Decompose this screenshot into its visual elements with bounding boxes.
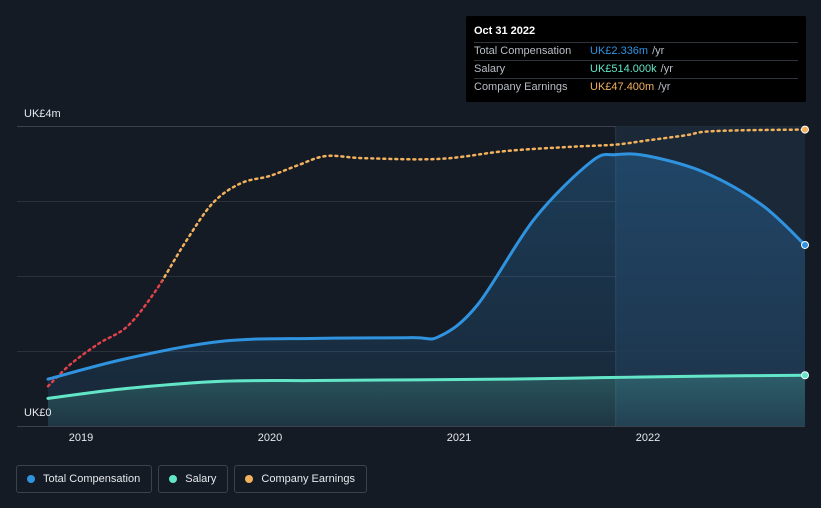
salary-end-point — [801, 371, 809, 380]
tooltip-row-unit: /yr — [652, 45, 665, 57]
tooltip-row-total-compensation: Total Compensation UK£2.336m /yr — [474, 43, 798, 61]
x-tick-label: 2021 — [446, 432, 472, 444]
legend-dot-icon — [27, 475, 35, 483]
total-compensation-area — [48, 153, 805, 426]
legend-label: Company Earnings — [261, 473, 355, 485]
company-earnings-end-point — [801, 125, 809, 134]
total-compensation-end-point — [801, 240, 809, 249]
series-end-points — [801, 125, 809, 380]
tooltip-row-company-earnings: Company Earnings UK£47.400m /yr — [474, 79, 798, 96]
legend-dot-icon — [245, 475, 254, 483]
salary-area — [48, 375, 805, 426]
series-lines — [46, 128, 807, 400]
tooltip-row-salary: Salary UK£514.000k /yr — [474, 61, 798, 79]
legend-label: Salary — [185, 473, 217, 485]
legend-item-salary[interactable]: Salary — [158, 465, 229, 493]
tooltip-row-label: Salary — [474, 63, 506, 75]
legend-label: Total Compensation — [43, 473, 141, 485]
y-tick-label-max: UK£4m — [24, 108, 61, 120]
tooltip-row-unit: /yr — [658, 81, 671, 93]
tooltip-row-label: Total Compensation — [474, 45, 572, 57]
legend: Total Compensation Salary Company Earnin… — [16, 465, 373, 493]
company-earnings-line — [162, 128, 807, 283]
x-tick-label: 2020 — [257, 432, 283, 444]
tooltip-row-value: UK£514.000k — [590, 63, 657, 75]
legend-dot-icon — [169, 475, 178, 483]
legend-item-total-compensation[interactable]: Total Compensation — [16, 465, 153, 493]
legend-item-company-earnings[interactable]: Company Earnings — [234, 465, 367, 493]
tooltip-row-label: Company Earnings — [474, 81, 568, 93]
tooltip-date: Oct 31 2022 — [474, 22, 798, 43]
tooltip-row-value: UK£2.336m — [590, 45, 649, 57]
x-tick-label: 2019 — [68, 432, 94, 444]
series-areas — [48, 153, 805, 426]
tooltip-row-value: UK£47.400m — [590, 81, 655, 93]
x-tick-label: 2022 — [635, 432, 661, 444]
salary-line — [46, 373, 807, 400]
tooltip-row-unit: /yr — [660, 63, 673, 75]
total-compensation-line — [46, 152, 807, 381]
tooltip: Oct 31 2022 Total Compensation UK£2.336m… — [466, 16, 806, 102]
company-earnings-negative-line — [46, 277, 163, 388]
y-tick-label-zero: UK£0 — [24, 407, 52, 419]
